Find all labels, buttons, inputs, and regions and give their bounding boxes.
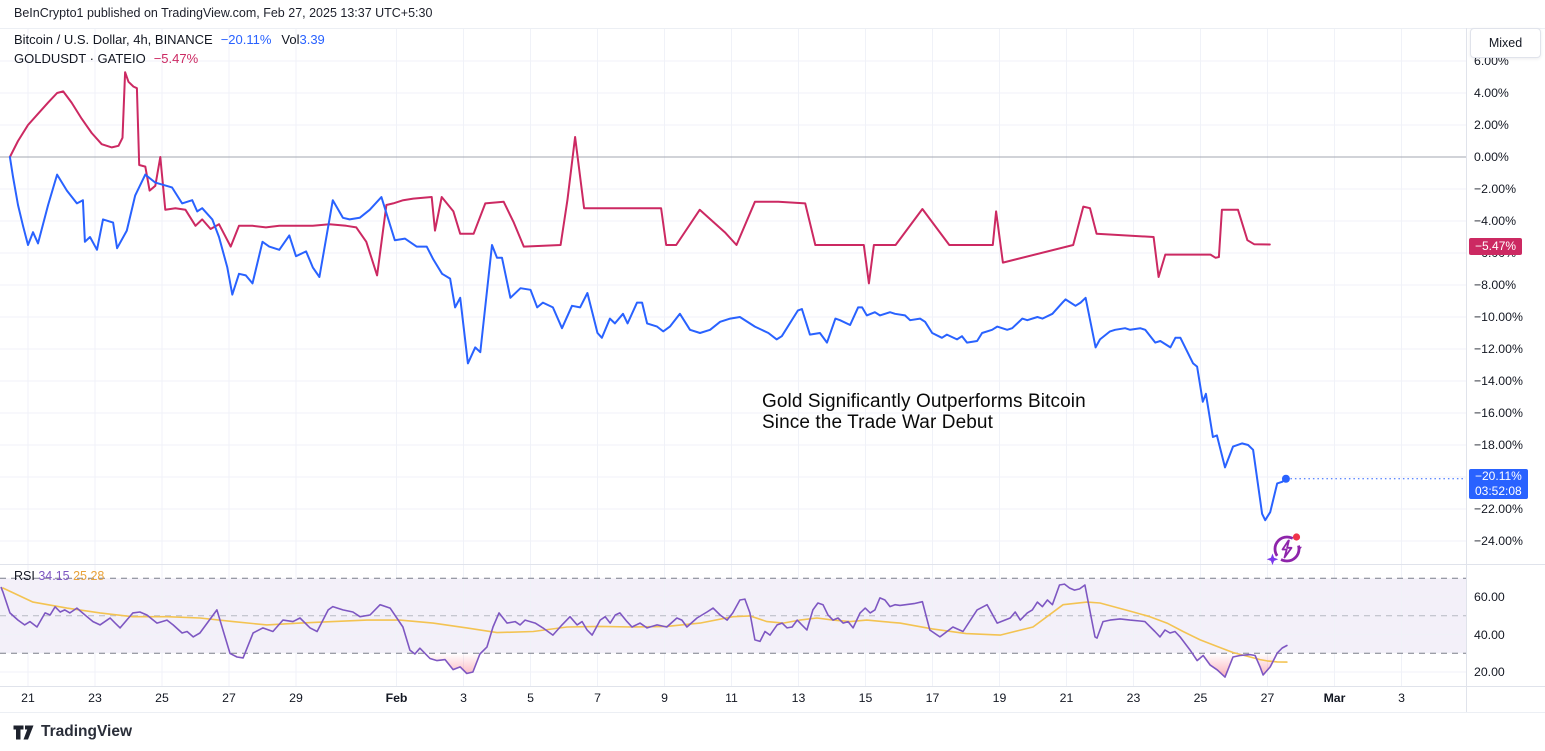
rsi-tick: 40.00 <box>1474 627 1505 642</box>
price-tick: 2.00% <box>1474 118 1509 132</box>
ai-spark-button[interactable] <box>1264 528 1308 575</box>
price-tick: −10.00% <box>1474 310 1523 324</box>
time-tick: 21 <box>21 691 35 705</box>
time-tick: 27 <box>222 691 236 705</box>
price-tick: −14.00% <box>1474 374 1523 388</box>
rsi-tick: 60.00 <box>1474 590 1505 604</box>
price-tick: −12.00% <box>1474 342 1523 356</box>
publish-bar: BeInCrypto1 published on TradingView.com… <box>14 6 432 20</box>
rsi-value: 34.15 <box>38 569 70 583</box>
btc-price-badge-value: −20.11% <box>1475 469 1522 483</box>
time-tick: 19 <box>992 691 1007 705</box>
price-tick: −24.00% <box>1474 534 1523 548</box>
price-tick: −22.00% <box>1474 502 1523 516</box>
price-tick: 4.00% <box>1474 86 1509 100</box>
symbol-title: Bitcoin / U.S. Dollar, 4h, BINANCE <box>14 32 213 47</box>
mixed-scale-label: Mixed <box>1488 36 1523 50</box>
price-tick: 0.00% <box>1474 150 1509 164</box>
time-tick: 9 <box>661 691 668 705</box>
compare-change: −5.47% <box>153 50 199 66</box>
annotation-line-2: Since the Trade War Debut <box>762 412 993 433</box>
time-tick: 15 <box>858 691 873 705</box>
time-tick: 25 <box>155 691 169 705</box>
legend-symbol-row[interactable]: Bitcoin / U.S. Dollar, 4h, BINANCE −20.11… <box>14 31 325 50</box>
time-tick: Feb <box>385 691 408 705</box>
legend-compare-row[interactable]: GOLDUSDT · GATEIO −5.47% <box>14 50 325 69</box>
rsi-ma-value: 25.28 <box>73 569 105 583</box>
tradingview-logo-text: TradingView <box>41 723 133 740</box>
time-tick: 23 <box>88 691 102 705</box>
time-tick: 3 <box>1398 691 1405 705</box>
time-tick: 21 <box>1059 691 1074 705</box>
publish-text: BeInCrypto1 published on TradingView.com… <box>14 6 433 20</box>
chart-annotation-text: Gold Significantly Outperforms Bitcoin S… <box>762 391 1086 433</box>
volume-value: 3.39 <box>299 32 325 47</box>
time-tick: 17 <box>925 691 940 705</box>
time-tick: 7 <box>594 691 601 705</box>
tradingview-attribution[interactable]: TradingView <box>13 723 132 741</box>
annotation-line-1: Gold Significantly Outperforms Bitcoin <box>762 391 1086 412</box>
time-tick: 25 <box>1193 691 1208 705</box>
price-tick: −16.00% <box>1474 406 1523 420</box>
rsi-legend[interactable]: RSI 34.15 25.28 <box>14 569 104 583</box>
btc-price-badge-countdown: 03:52:08 <box>1475 484 1522 498</box>
volume-label: Vol <box>281 32 300 47</box>
rsi-tick: 20.00 <box>1474 665 1505 679</box>
price-tick: −4.00% <box>1474 214 1517 228</box>
compare-title: GOLDUSDT · GATEIO <box>14 50 146 66</box>
time-tick: 29 <box>289 691 303 705</box>
time-tick: 23 <box>1126 691 1141 705</box>
gold-price-badge-value: −5.47% <box>1475 239 1517 253</box>
time-tick: Mar <box>1323 691 1346 705</box>
time-tick: 13 <box>791 691 806 705</box>
tradingview-logo-icon <box>13 725 34 739</box>
ai-spark-icon <box>1266 533 1303 566</box>
gold-price-badge: −5.47% <box>1469 238 1523 255</box>
price-tick: −2.00% <box>1474 182 1517 196</box>
time-tick: 5 <box>527 691 534 705</box>
time-tick: 3 <box>460 691 467 705</box>
btc-price-badge: −20.11% 03:52:08 <box>1469 469 1528 499</box>
time-tick: 27 <box>1260 691 1275 705</box>
price-tick: −8.00% <box>1474 278 1517 292</box>
symbol-change: −20.11% <box>220 32 272 47</box>
rsi-label: RSI <box>14 569 35 583</box>
time-tick: 11 <box>725 691 738 705</box>
mixed-scale-button[interactable]: Mixed <box>1470 28 1541 58</box>
price-tick: −18.00% <box>1474 438 1523 452</box>
chart-legend: Bitcoin / U.S. Dollar, 4h, BINANCE −20.11… <box>14 31 325 68</box>
